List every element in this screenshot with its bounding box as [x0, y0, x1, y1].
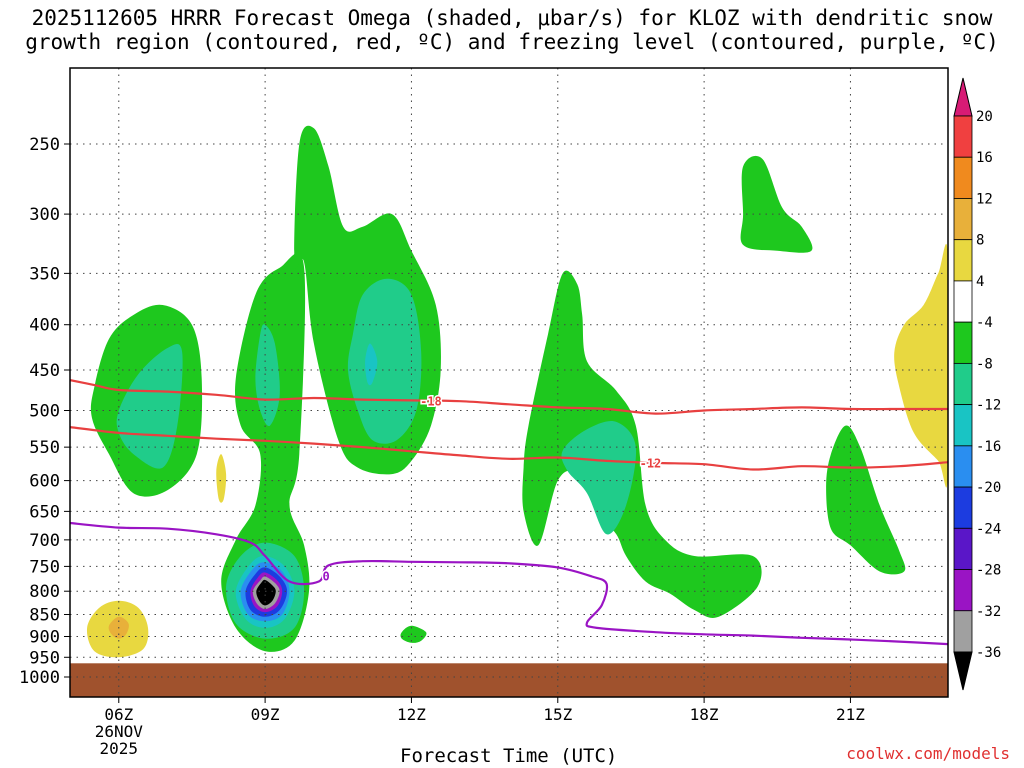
y-tick-label: 450 [29, 361, 60, 381]
omega-region [365, 343, 378, 386]
colorbar-label: -16 [976, 439, 1001, 455]
colorbar-label: 4 [976, 274, 984, 290]
colorbar-label: -36 [976, 645, 1001, 661]
y-tick-label: 950 [29, 648, 60, 668]
plot-area: -18 -12 0 [70, 68, 948, 697]
colorbar-swatch [953, 198, 973, 241]
x-tick-label: 12Z [397, 705, 426, 724]
contour-label: 0 [322, 570, 329, 584]
colorbar-swatch [953, 239, 973, 282]
y-tick-label: 350 [29, 264, 60, 284]
omega-region [522, 270, 762, 618]
x-tick-label: 09Z [251, 705, 280, 724]
y-tick-label: 300 [29, 205, 60, 225]
colorbar: 20 16 12 8 4 -4 -8 -12 -16 -20 -24 -28 -32 -36 [953, 77, 1001, 691]
plot-background [70, 68, 948, 697]
colorbar-swatch [953, 77, 973, 117]
colorbar-swatch [953, 610, 973, 653]
terrain-band [70, 663, 948, 697]
omega-region [216, 454, 227, 503]
y-tick-label: 550 [29, 438, 60, 458]
colorbar-label: -20 [976, 480, 1001, 496]
x-tick-sublabel: 2025 [100, 739, 139, 758]
title-line-1: 2025112605 HRRR Forecast Omega (shaded, … [31, 6, 993, 30]
omega-region [400, 625, 427, 643]
plot-frame [69, 67, 949, 698]
colorbar-swatch [953, 404, 973, 447]
contour-line [70, 521, 948, 646]
colorbar-label: 16 [976, 150, 993, 166]
chart-title: 2025112605 HRRR Forecast Omega (shaded, … [0, 6, 1024, 54]
y-tick-label: 850 [29, 606, 60, 626]
colorbar-swatch [953, 569, 973, 612]
y-tick-label: 500 [29, 402, 60, 422]
y-tick-label: 400 [29, 316, 60, 336]
colorbar-swatch [953, 156, 973, 199]
colorbar-label: -32 [976, 604, 1001, 620]
y-tick-label: 650 [29, 502, 60, 522]
contour-label: -12 [640, 457, 662, 471]
colorbar-swatch [953, 362, 973, 406]
omega-region [256, 579, 276, 606]
colorbar-swatch [953, 321, 973, 364]
colorbar-label: -12 [976, 398, 1001, 414]
y-tick-label: 700 [29, 531, 60, 551]
colorbar-label: 8 [976, 233, 984, 249]
y-tick-label: 800 [29, 582, 60, 602]
y-tick-label: 600 [29, 472, 60, 492]
omega-region [347, 278, 422, 444]
y-tick-label: 900 [29, 627, 60, 647]
colorbar-swatch [953, 486, 973, 529]
colorbar-label: -24 [976, 521, 1001, 537]
x-tick-label: 18Z [690, 705, 719, 724]
grid [70, 68, 948, 697]
colorbar-swatch [953, 115, 973, 158]
x-axis-label: Forecast Time (UTC) [400, 745, 618, 767]
contour-label: -18 [420, 395, 442, 409]
colorbar-label: -8 [976, 356, 993, 372]
contour-line [70, 379, 948, 415]
colorbar-label: -4 [976, 315, 993, 331]
colorbar-label: -28 [976, 563, 1001, 579]
colorbar-label: 20 [976, 109, 993, 125]
omega-region [826, 425, 906, 575]
omega-region [561, 421, 637, 535]
colorbar-swatch [953, 280, 973, 323]
colorbar-swatch [953, 651, 973, 691]
y-tick-label: 250 [29, 135, 60, 155]
colorbar-swatch [953, 445, 973, 488]
omega-region [740, 155, 813, 253]
title-line-2: growth region (contoured, red, ºC) and f… [25, 30, 999, 54]
x-tick-label: 15Z [543, 705, 572, 724]
y-tick-label: 1000 [19, 668, 60, 688]
omega-region [116, 344, 183, 469]
colorbar-swatch [953, 527, 973, 570]
contour-line [70, 426, 948, 471]
y-tick-label: 750 [29, 557, 60, 577]
x-tick-label: 06Z [104, 705, 133, 724]
omega-region [894, 243, 948, 488]
x-tick-sublabel: 26NOV [95, 722, 144, 741]
source-credit: coolwx.com/models [846, 744, 1010, 763]
x-tick-label: 21Z [836, 705, 865, 724]
colorbar-label: 12 [976, 191, 993, 207]
